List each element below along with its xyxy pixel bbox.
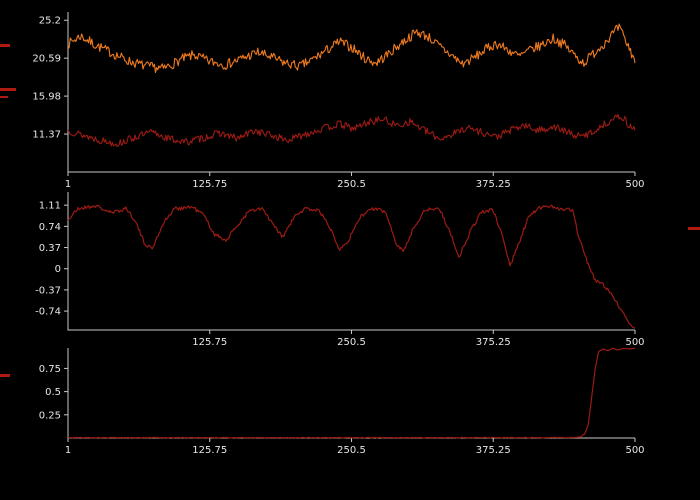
x-tick-label: 500 [625,337,644,348]
x-tick-label: 125.75 [192,179,227,190]
x-tick-label: 1 [65,179,71,190]
y-tick-label: 11.37 [32,130,61,141]
y-tick-label: 0.5 [45,387,61,398]
y-tick-label: 0.25 [39,410,61,421]
red-dash [0,96,8,98]
middle-chart: 1.11 0.74 0.37 0 -0.37 -0.74 125.75 250.5 375.25… [35,192,645,348]
y-tick-label: 0.74 [39,222,61,233]
y-tick-label: 0.75 [39,364,61,375]
y-tick-label: 0.37 [39,243,61,254]
spike-series [68,347,636,439]
bottom-chart: 0.75 0.5 0.25 1 125.75 250.5 375.25 500 [39,347,645,456]
x-tick-label: 375.25 [476,445,511,456]
red-dash [0,88,16,91]
y-tick-label: 25.2 [39,16,61,27]
top-chart: 25.2 20.59 15.98 11.37 1 125.75 250.5 375.25 500 [32,12,645,190]
x-tick-label: 250.5 [337,445,366,456]
x-tick-label: 500 [625,445,644,456]
y-tick-label: -0.37 [35,285,61,296]
red-dash [0,44,10,47]
orange-series [67,23,636,74]
y-tick-label: 20.59 [32,54,61,65]
red-dash [0,374,10,377]
x-tick-label: 375.25 [476,179,511,190]
red-dash [688,227,700,230]
oscillation-series [67,204,636,329]
x-tick-label: 125.75 [192,337,227,348]
x-tick-label: 125.75 [192,445,227,456]
y-tick-label: 1.11 [39,201,61,212]
x-tick-label: 250.5 [337,337,366,348]
y-tick-label: -0.74 [35,307,61,318]
x-tick-label: 375.25 [476,337,511,348]
x-tick-label: 250.5 [337,179,366,190]
y-tick-label: 15.98 [32,92,61,103]
x-tick-label: 1 [65,445,71,456]
y-tick-label: 0 [55,264,61,275]
dark-red-series [67,113,636,147]
x-tick-label: 500 [625,179,644,190]
